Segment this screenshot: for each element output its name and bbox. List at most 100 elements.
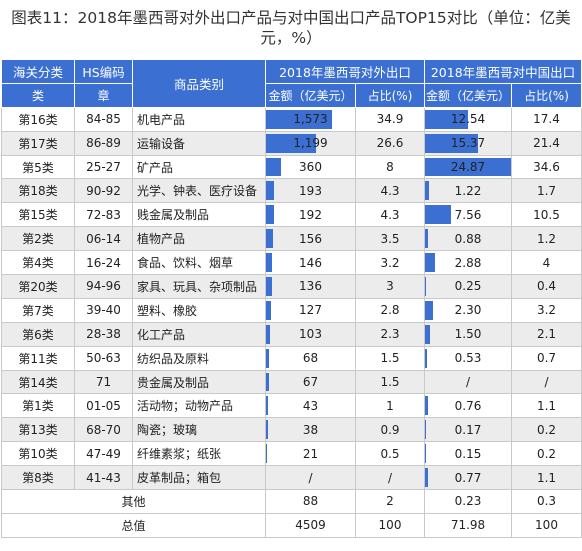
- product-cell: 光学、钟表、医疗设备: [132, 178, 266, 204]
- china-amount-cell-value: 0.76: [454, 398, 482, 413]
- category-cell: 第18类: [1, 178, 75, 204]
- china-share-cell: /: [511, 369, 582, 395]
- china-amount-cell-value: /: [465, 375, 471, 390]
- export-amount-cell-bar: [266, 444, 267, 464]
- china-share-cell: 1.1: [511, 393, 582, 419]
- china-amount-cell-bar: [425, 420, 426, 440]
- china-amount-cell-value: 2.88: [454, 255, 482, 270]
- header-china-share: 占比(%): [511, 82, 582, 108]
- china-amount-cell: 0.77: [424, 465, 512, 491]
- header-hs: HS编码: [74, 59, 133, 84]
- export-amount-cell: 1,199: [265, 130, 356, 156]
- export-share-cell: 2.8: [355, 297, 425, 323]
- china-amount-cell-value: 1.50: [454, 327, 482, 342]
- total-label: 总值: [1, 512, 266, 538]
- product-cell: 运输设备: [132, 130, 266, 156]
- export-share-cell: 4.3: [355, 202, 425, 228]
- china-amount-cell-bar: [425, 396, 428, 416]
- header-category-2: 类: [1, 82, 75, 108]
- category-cell: 第11类: [1, 345, 75, 371]
- china-amount-cell-value: 2.30: [454, 303, 482, 318]
- hs-code-cell: 86-89: [74, 130, 133, 156]
- total-amount: 4509: [265, 512, 356, 538]
- export-amount-cell-value: 38: [302, 422, 319, 437]
- china-amount-cell-bar: [425, 468, 428, 488]
- china-amount-cell: 0.25: [424, 274, 512, 299]
- china-amount-cell: 2.88: [424, 250, 512, 276]
- category-cell: 第20类: [1, 274, 75, 299]
- hs-code-cell: 50-63: [74, 345, 133, 371]
- table-row: 第17类 86-89 运输设备 1,199 26.6 15.37 21.4: [1, 130, 582, 156]
- product-cell: 陶瓷；玻璃: [132, 417, 266, 443]
- china-amount-cell-bar: [425, 133, 478, 153]
- export-amount-cell: 192: [265, 202, 356, 228]
- other-share: 2: [355, 489, 425, 514]
- export-amount-cell-bar: [266, 372, 269, 392]
- export-amount-cell-value: 68: [302, 351, 319, 366]
- comparison-table: 海关分类 HS编码 商品类别 2018年墨西哥对外出口 2018年墨西哥对中国出…: [1, 59, 582, 538]
- china-amount-cell-value: 1.22: [454, 183, 482, 198]
- export-amount-cell-value: 127: [299, 303, 322, 318]
- figure-title: 图表11：2018年墨西哥对外出口产品与对中国出口产品TOP15对比（单位：亿美…: [11, 9, 571, 47]
- hs-code-cell: 25-27: [74, 154, 133, 180]
- category-cell: 第13类: [1, 417, 75, 443]
- product-cell: 纤维素浆；纸张: [132, 441, 266, 467]
- table-row: 第14类 71 贵金属及制品 67 1.5 / /: [1, 369, 582, 395]
- header-product: 商品类别: [132, 59, 266, 108]
- export-amount-cell: 146: [265, 250, 356, 276]
- category-cell: 第16类: [1, 106, 75, 132]
- product-cell: 矿产品: [132, 154, 266, 180]
- table-row: 第15类 72-83 贱金属及制品 192 4.3 7.56 10.5: [1, 202, 582, 228]
- header-china-amount: 金额（亿美元）: [424, 82, 512, 108]
- product-cell: 贱金属及制品: [132, 202, 266, 228]
- china-amount-cell-value: 0.88: [454, 231, 482, 246]
- export-share-cell: 3: [355, 274, 425, 299]
- category-cell: 第5类: [1, 154, 75, 180]
- category-cell: 第7类: [1, 297, 75, 323]
- export-amount-cell: 21: [265, 441, 356, 467]
- china-amount-cell: 1.50: [424, 321, 512, 347]
- china-amount-cell: /: [424, 369, 512, 395]
- total-china-share: 100: [511, 512, 582, 538]
- category-cell: 第14类: [1, 369, 75, 395]
- export-amount-cell-bar: [266, 324, 270, 344]
- china-amount-cell-value: 15.37: [450, 136, 486, 151]
- header-hs-2: 章: [74, 82, 133, 108]
- export-amount-cell-value: 103: [299, 327, 322, 342]
- category-cell: 第1类: [1, 393, 75, 419]
- hs-code-cell: 06-14: [74, 226, 133, 252]
- header-export-total: 2018年墨西哥对外出口: [265, 59, 425, 84]
- export-amount-cell-value: /: [308, 470, 313, 485]
- china-amount-cell: 0.88: [424, 226, 512, 252]
- export-amount-cell-bar: [266, 157, 281, 177]
- product-cell: 纺织品及原料: [132, 345, 266, 371]
- china-amount-cell-bar: [425, 205, 451, 225]
- china-share-cell: 0.4: [511, 274, 582, 299]
- export-amount-cell-value: 156: [299, 231, 322, 246]
- export-amount-cell: /: [265, 465, 356, 491]
- china-amount-cell-bar: [425, 253, 435, 273]
- export-share-cell: 1.5: [355, 345, 425, 371]
- export-share-cell: 3.5: [355, 226, 425, 252]
- china-amount-cell: 0.76: [424, 393, 512, 419]
- export-share-cell: 2.3: [355, 321, 425, 347]
- total-share: 100: [355, 512, 425, 538]
- china-amount-cell-bar: [425, 348, 427, 368]
- china-share-cell: 10.5: [511, 202, 582, 228]
- china-amount-cell-bar: [425, 229, 428, 249]
- export-share-cell: 26.6: [355, 130, 425, 156]
- export-amount-cell-bar: [266, 133, 316, 153]
- category-cell: 第4类: [1, 250, 75, 276]
- china-amount-cell-value: 0.77: [454, 470, 482, 485]
- product-cell: 塑料、橡胶: [132, 297, 266, 323]
- export-amount-cell-value: 1,573: [293, 112, 328, 127]
- table-row: 第18类 90-92 光学、钟表、医疗设备 193 4.3 1.22 1.7: [1, 178, 582, 204]
- export-share-cell: 4.3: [355, 178, 425, 204]
- export-share-cell: 8: [355, 154, 425, 180]
- product-cell: 化工产品: [132, 321, 266, 347]
- category-cell: 第6类: [1, 321, 75, 347]
- china-share-cell: 2.1: [511, 321, 582, 347]
- category-cell: 第17类: [1, 130, 75, 156]
- export-amount-cell-value: 1,199: [293, 136, 328, 151]
- table-row: 第13类 68-70 陶瓷；玻璃 38 0.9 0.17 0.2: [1, 417, 582, 443]
